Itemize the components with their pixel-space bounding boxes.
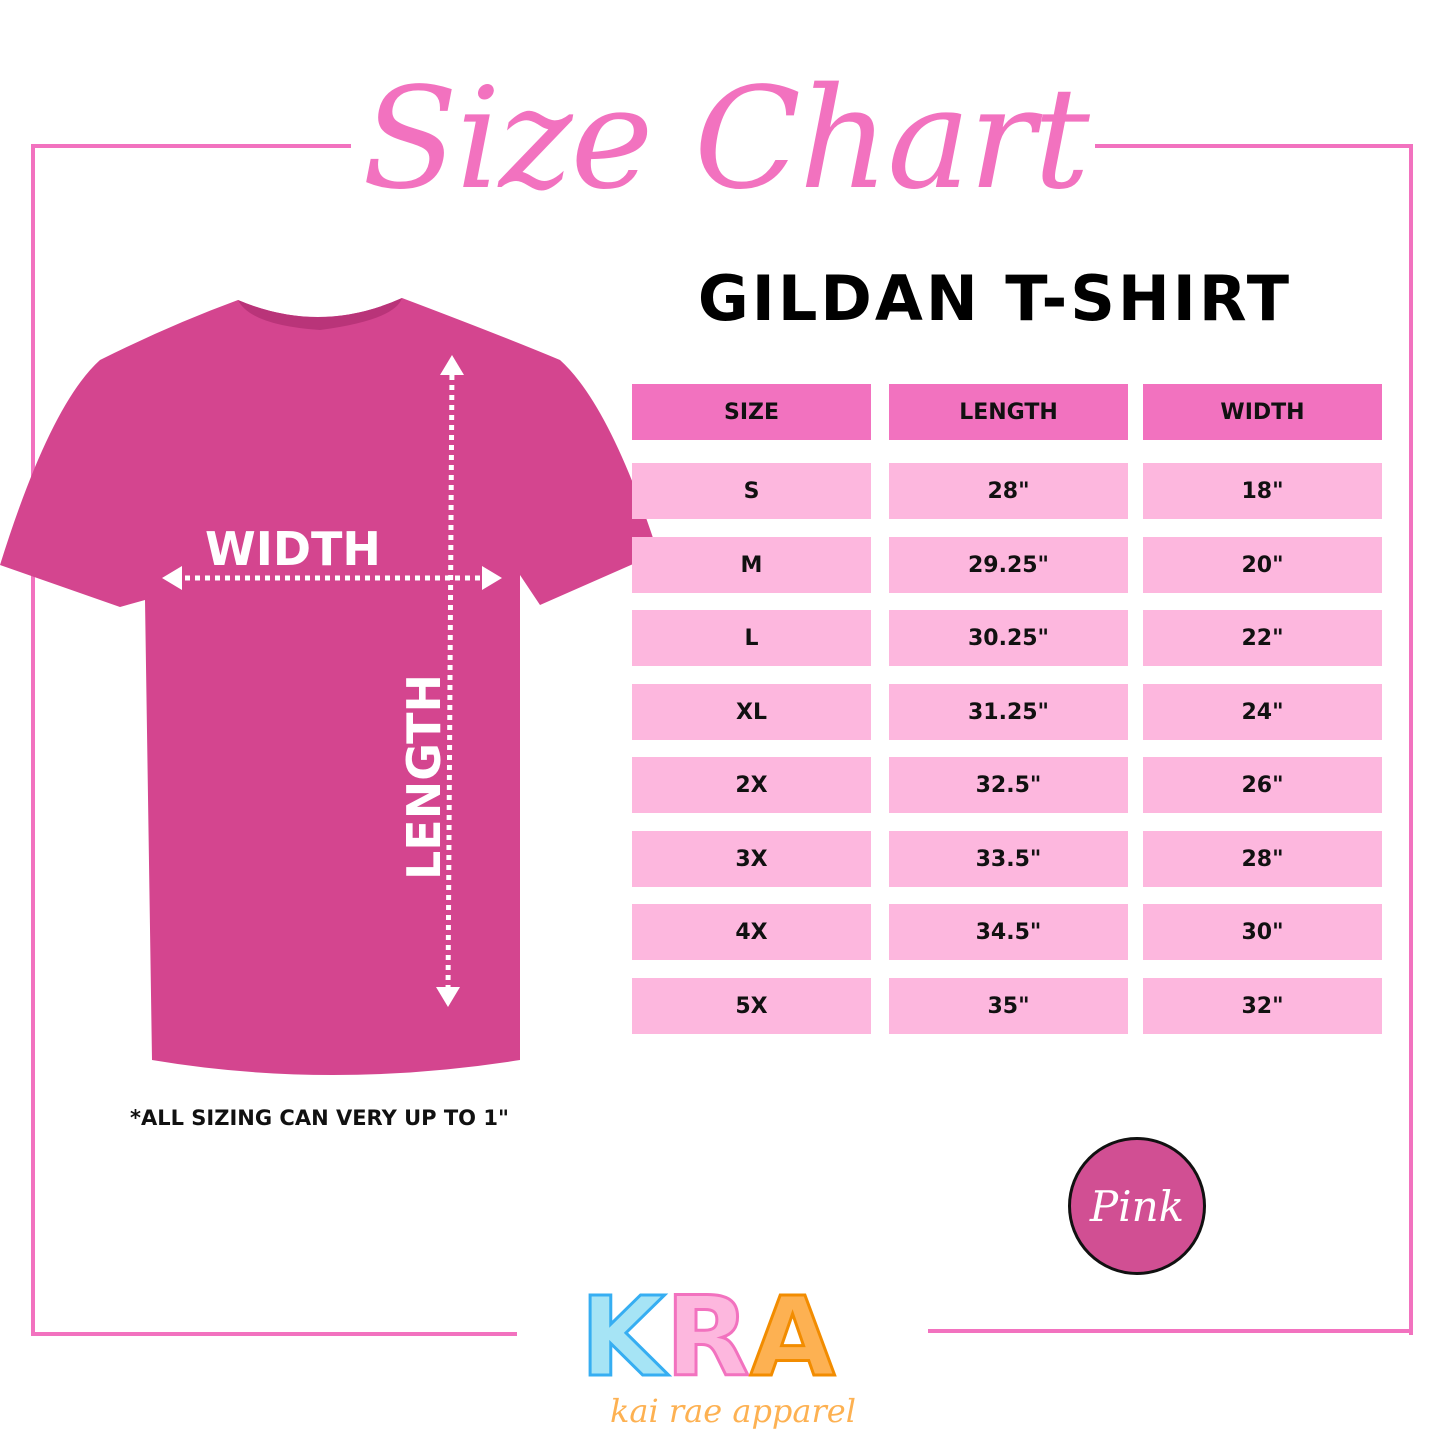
- table-cell: 30.25": [889, 610, 1128, 666]
- header-width: WIDTH: [1143, 384, 1382, 440]
- header-size: SIZE: [632, 384, 871, 440]
- table-cell: 30": [1143, 904, 1382, 960]
- table-cell: S: [632, 463, 871, 519]
- frame-top-left: [31, 144, 351, 148]
- logo-letters: KRA: [580, 1273, 835, 1401]
- frame-right: [1409, 144, 1413, 1335]
- length-label: LENGTH: [397, 674, 451, 880]
- table-cell: 35": [889, 978, 1128, 1034]
- arrow-right-icon: [482, 566, 502, 590]
- arrow-down-icon: [436, 987, 460, 1007]
- color-swatch: Pink: [1068, 1137, 1206, 1275]
- table-cell: 28": [889, 463, 1128, 519]
- table-cell: 20": [1143, 537, 1382, 593]
- table-cell: 2X: [632, 757, 871, 813]
- table-cell: M: [632, 537, 871, 593]
- arrow-left-icon: [162, 566, 182, 590]
- logo-tagline: kai rae apparel: [610, 1392, 856, 1430]
- table-cell: 29.25": [889, 537, 1128, 593]
- table-cell: 24": [1143, 684, 1382, 740]
- table-cell: 5X: [632, 978, 871, 1034]
- frame-bottom-left: [31, 1332, 517, 1336]
- table-cell: 18": [1143, 463, 1382, 519]
- table-cell: 22": [1143, 610, 1382, 666]
- frame-left: [31, 144, 35, 1336]
- kra-logo: KRA kai rae apparel: [579, 1272, 856, 1431]
- table-cell: 26": [1143, 757, 1382, 813]
- table-cell: 3X: [632, 831, 871, 887]
- table-cell: XL: [632, 684, 871, 740]
- product-subtitle: GILDAN T-SHIRT: [697, 262, 1293, 335]
- table-cell: 32.5": [889, 757, 1128, 813]
- tshirt-illustration: WIDTH LENGTH: [0, 298, 658, 1075]
- table-cell: 4X: [632, 904, 871, 960]
- table-cell: 32": [1143, 978, 1382, 1034]
- width-label: WIDTH: [205, 522, 381, 576]
- page-title: Size Chart: [362, 58, 1090, 221]
- swatch-label: Pink: [1089, 1181, 1185, 1231]
- tshirt-collar: [238, 298, 402, 330]
- table-cell: 28": [1143, 831, 1382, 887]
- frame-top-right: [1095, 144, 1413, 148]
- table-cell: 34.5": [889, 904, 1128, 960]
- table-cell: L: [632, 610, 871, 666]
- sizing-note: *ALL SIZING CAN VERY UP TO 1": [130, 1106, 509, 1130]
- arrow-up-icon: [440, 355, 464, 375]
- tshirt-body: [0, 298, 658, 1075]
- table-cell: 33.5": [889, 831, 1128, 887]
- table-cell: 31.25": [889, 684, 1128, 740]
- header-length: LENGTH: [889, 384, 1128, 440]
- frame-bottom-right: [928, 1329, 1413, 1333]
